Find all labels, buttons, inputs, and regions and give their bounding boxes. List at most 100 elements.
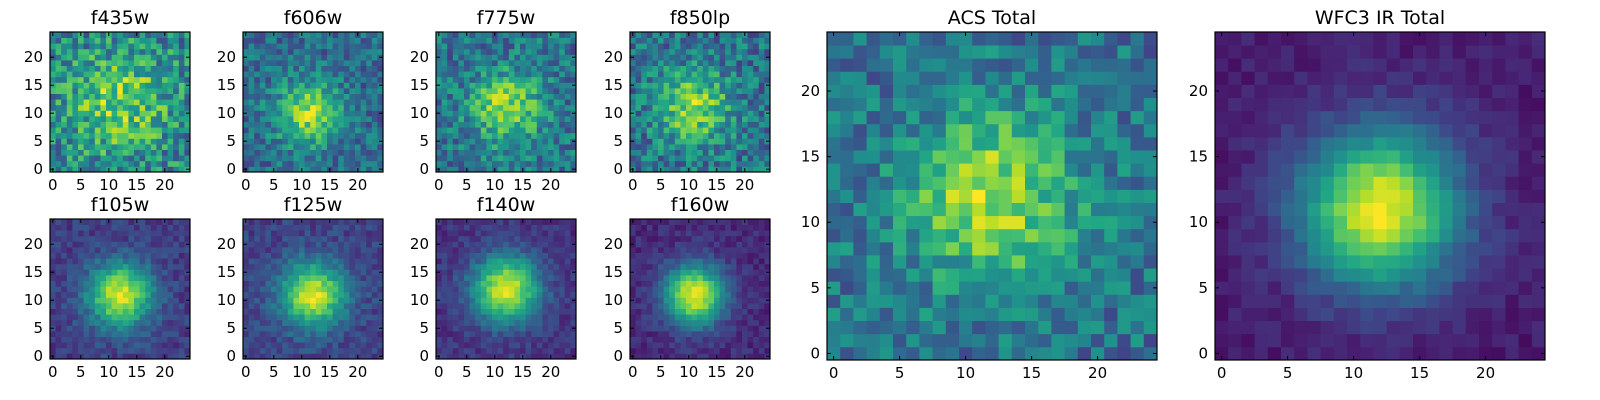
heatmap-cell: [497, 342, 504, 349]
heatmap-cell: [371, 88, 378, 94]
heatmap-cell: [730, 149, 737, 156]
heatmap-cell: [293, 48, 300, 55]
heatmap-cell: [254, 230, 261, 237]
heatmap-cell: [753, 144, 760, 150]
heatmap-cell: [742, 325, 748, 332]
heatmap-cell: [173, 303, 180, 309]
heatmap-cell: [173, 224, 180, 231]
heatmap-cell: [764, 88, 771, 94]
heatmap-cell: [287, 252, 294, 259]
heatmap-cell: [486, 32, 493, 38]
heatmap-cell: [646, 88, 653, 94]
heatmap-cell: [271, 48, 277, 55]
heatmap-cell: [106, 314, 112, 321]
heatmap-cell: [61, 353, 68, 360]
heatmap-cell: [714, 76, 720, 83]
heatmap-cell: [702, 325, 709, 332]
heatmap-cell: [436, 258, 442, 265]
heatmap-cell: [553, 308, 560, 315]
x-tick-label: 20: [155, 176, 174, 194]
heatmap-cell: [122, 291, 129, 298]
heatmap-cell: [674, 54, 681, 61]
heatmap-cell: [564, 331, 571, 337]
heatmap-cell: [265, 93, 272, 100]
heatmap-cell: [366, 347, 373, 354]
heatmap-cell: [708, 336, 715, 343]
heatmap-cell: [94, 60, 101, 66]
heatmap-cell: [271, 280, 277, 287]
heatmap-cell: [719, 347, 726, 354]
heatmap-cell: [304, 132, 311, 139]
heatmap-cell: [178, 331, 185, 337]
heatmap-cell: [173, 65, 180, 72]
heatmap-cell: [536, 308, 543, 315]
heatmap-cell: [276, 71, 283, 78]
heatmap-cell: [355, 230, 361, 237]
heatmap-cell: [480, 258, 487, 265]
heatmap-cell: [111, 104, 118, 111]
heatmap-cell: [697, 347, 704, 354]
heatmap-cell: [542, 110, 549, 117]
heatmap-cell: [525, 155, 532, 162]
heatmap-cell: [134, 60, 140, 66]
heatmap-cell: [366, 149, 373, 156]
heatmap-cell: [714, 60, 720, 66]
heatmap-cell: [469, 219, 476, 225]
heatmap-cell: [635, 88, 642, 94]
heatmap-cell: [259, 104, 266, 111]
heatmap-cell: [61, 71, 68, 78]
heatmap-cell: [458, 144, 465, 150]
y-tick-label: 5: [33, 132, 43, 150]
heatmap-cell: [178, 258, 185, 265]
heatmap-cell: [327, 48, 333, 55]
heatmap-cell: [708, 48, 715, 55]
heatmap-cell: [497, 314, 504, 321]
heatmap-cell: [332, 93, 339, 100]
heatmap-cell: [287, 342, 294, 349]
heatmap-cell: [525, 32, 532, 38]
heatmap-cell: [72, 353, 79, 360]
heatmap-cell: [299, 82, 305, 89]
heatmap-cell: [702, 32, 709, 38]
heatmap-cell: [377, 336, 384, 343]
heatmap-cell: [559, 331, 566, 337]
heatmap-cell: [441, 319, 448, 326]
heatmap-cell: [117, 241, 124, 248]
y-tick-label: 5: [419, 319, 429, 337]
heatmap-cell: [55, 219, 62, 225]
heatmap-cell: [156, 76, 163, 83]
heatmap-cell: [686, 71, 692, 78]
heatmap-cell: [349, 263, 356, 270]
y-tick-label: 20: [217, 48, 236, 66]
heatmap-cell: [122, 43, 129, 50]
heatmap-cell: [178, 149, 185, 156]
heatmap-cell: [254, 241, 261, 248]
heatmap-cell: [265, 347, 272, 354]
heatmap-cell: [635, 303, 642, 309]
heatmap-cell: [271, 127, 277, 134]
heatmap-cell: [658, 314, 664, 321]
heatmap-cell: [447, 303, 454, 309]
heatmap-cell: [366, 65, 373, 72]
heatmap-cell: [89, 104, 96, 111]
heatmap-cell: [553, 60, 560, 66]
heatmap-cell: [72, 286, 79, 293]
heatmap-cell: [742, 291, 748, 298]
heatmap-cell: [758, 342, 765, 349]
heatmap-cell: [469, 104, 476, 111]
heatmap-cell: [503, 127, 510, 134]
heatmap-cell: [117, 331, 124, 337]
heatmap-cell: [259, 32, 266, 38]
heatmap-cell: [508, 224, 515, 231]
heatmap-cell: [156, 60, 163, 66]
heatmap-cell: [327, 104, 333, 111]
heatmap-cell: [282, 336, 289, 343]
heatmap-cell: [708, 286, 715, 293]
heatmap-cell: [83, 308, 90, 315]
heatmap-cell: [753, 155, 760, 162]
heatmap-cell: [464, 82, 470, 89]
heatmap-cell: [139, 224, 146, 231]
heatmap-cell: [145, 116, 152, 122]
heatmap-cell: [276, 166, 283, 173]
heatmap-cell: [173, 149, 180, 156]
